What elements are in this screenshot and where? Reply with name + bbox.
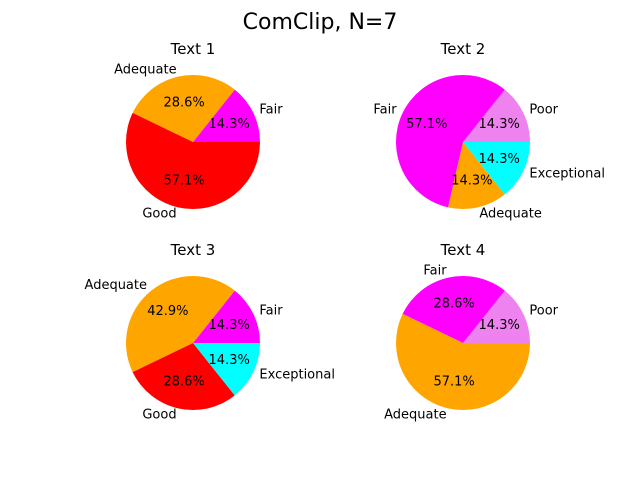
pie-slice	[193, 290, 260, 343]
slice-label: Adequate	[384, 407, 446, 422]
pie-title: Text 1	[170, 40, 216, 58]
slice-label: Poor	[529, 103, 558, 118]
figure-title: ComClip, N=7	[243, 10, 398, 35]
slice-label: Fair	[423, 264, 447, 279]
pie-slice	[463, 290, 530, 343]
slice-percent: 14.3%	[209, 117, 250, 132]
pie-title: Text 4	[440, 241, 486, 259]
slice-label: Fair	[259, 103, 283, 118]
pie-slice	[193, 89, 260, 142]
slice-label: Fair	[373, 103, 397, 118]
slice-label: Exceptional	[529, 167, 605, 182]
pie-2: Text 2 Poor 14.3% Fair 57.1% Adequate 14.3% Exc…	[373, 40, 605, 221]
slice-percent: 28.6%	[163, 375, 204, 390]
slice-percent: 14.3%	[479, 318, 520, 333]
slice-label: Adequate	[85, 278, 147, 293]
slice-percent: 14.3%	[209, 353, 250, 368]
slice-label: Adequate	[479, 206, 541, 221]
slice-label: Good	[142, 407, 176, 422]
slice-label: Adequate	[114, 63, 176, 78]
pie-slice	[193, 343, 260, 396]
pie-title: Text 3	[170, 241, 216, 259]
slice-percent: 57.1%	[163, 174, 204, 189]
pie-slice	[132, 343, 235, 410]
pie-slice	[463, 89, 530, 142]
pie-4: Text 4 Poor 14.3% Fair 28.6% Adequate 57.1%	[384, 241, 559, 422]
pie-slice	[395, 74, 505, 208]
slice-percent: 57.1%	[433, 375, 474, 390]
pie-slice	[126, 276, 235, 373]
pie-slice	[125, 112, 260, 210]
slice-label: Exceptional	[259, 368, 335, 383]
pie-slice	[396, 313, 530, 411]
slice-percent: 28.6%	[163, 95, 204, 110]
slice-percent: 28.6%	[433, 296, 474, 311]
slice-percent: 14.3%	[451, 174, 492, 189]
slice-percent: 14.3%	[479, 152, 520, 167]
slice-label: Poor	[529, 304, 558, 319]
pie-slice	[463, 142, 530, 195]
pie-1: Text 1 Fair 14.3% Adequate 28.6% Good 57.1%	[114, 40, 283, 221]
slice-percent: 57.1%	[406, 117, 447, 132]
slice-percent: 14.3%	[209, 318, 250, 333]
slice-percent: 14.3%	[479, 117, 520, 132]
pie-slice	[132, 75, 235, 142]
pie-slice	[448, 142, 505, 209]
slice-percent: 42.9%	[147, 304, 188, 319]
slice-label: Fair	[259, 304, 283, 319]
pie-slice	[402, 276, 505, 343]
pie-title: Text 2	[440, 40, 486, 58]
slice-label: Good	[142, 206, 176, 221]
